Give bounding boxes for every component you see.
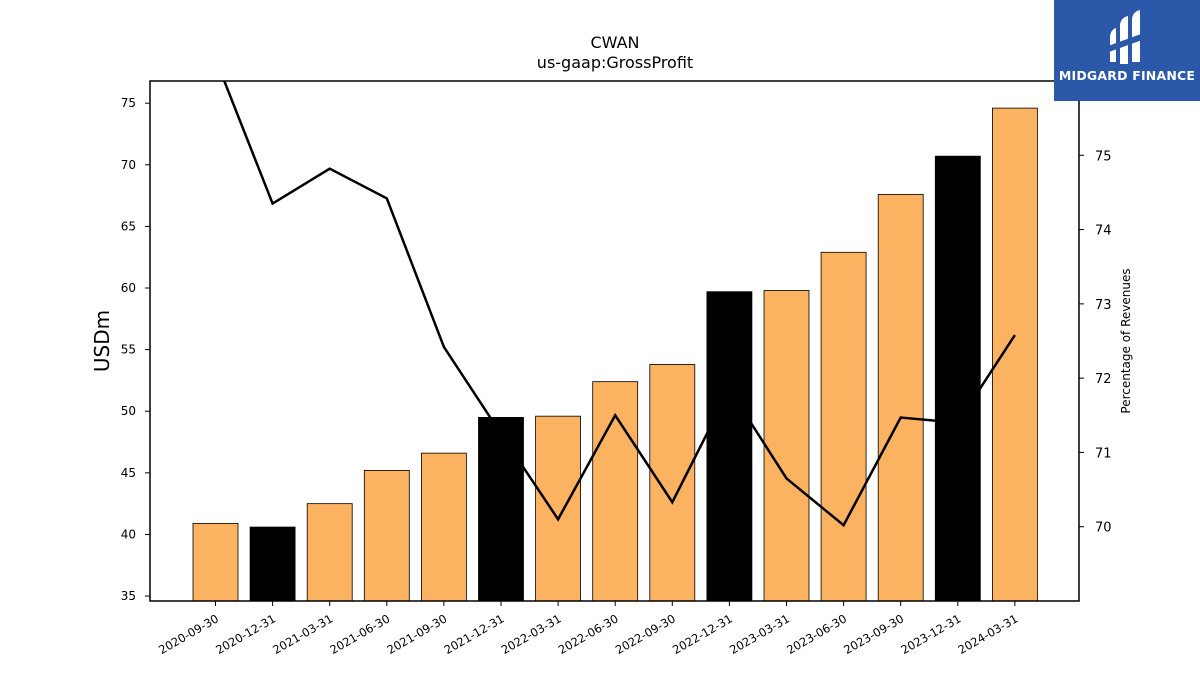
x-tick-label: 2024-03-31	[956, 611, 1021, 657]
x-tick-label: 2021-03-31	[270, 611, 335, 657]
bar-2022-06-30	[592, 381, 639, 602]
bar-2023-06-30	[820, 251, 867, 602]
chart-subtitle: us-gaap:GrossProfit	[537, 53, 693, 72]
y2-tick-label: 71	[1095, 446, 1112, 461]
y2-tick-label: 75	[1095, 149, 1112, 164]
x-tick-label: 2023-03-31	[727, 611, 792, 657]
x-tick-label: 2023-09-30	[841, 611, 906, 657]
y-tick-label: 70	[121, 158, 136, 172]
brand-logo: MIDGARD FINANCE	[1054, 0, 1200, 101]
chart-title: CWAN	[590, 33, 639, 52]
right-y-axis: 70 71 72 73 74 75	[1079, 149, 1112, 536]
y-tick-label: 65	[121, 219, 136, 233]
bar-2021-03-31	[306, 503, 353, 602]
line-series	[222, 81, 1016, 528]
left-y-axis: 35 40 45 50 55 60 65 70 75	[121, 96, 150, 603]
x-tick-label: 2020-09-30	[156, 611, 221, 657]
midgard-logo-icon	[1107, 10, 1143, 64]
y-axis-label: USDm	[90, 310, 114, 372]
y2-tick-label: 73	[1095, 298, 1112, 313]
bar-series	[192, 107, 1038, 602]
x-tick-label: 2022-06-30	[556, 611, 621, 657]
x-tick-label: 2022-12-31	[670, 611, 735, 657]
bar-2023-03-31	[763, 290, 810, 602]
x-tick-label: 2021-12-31	[442, 611, 507, 657]
percentage-line	[222, 81, 1016, 528]
y2-tick-label: 74	[1095, 224, 1112, 239]
x-tick-label: 2022-09-30	[613, 611, 678, 657]
x-tick-label: 2021-06-30	[327, 611, 392, 657]
x-tick-label: 2023-12-31	[898, 611, 963, 657]
bar-2020-12-31	[249, 526, 296, 602]
bar-2020-09-30	[192, 522, 239, 602]
y-tick-label: 75	[121, 96, 136, 110]
bar-2022-09-30	[649, 364, 696, 602]
bar-2022-03-31	[535, 415, 581, 602]
y-tick-label: 55	[121, 343, 136, 357]
y-tick-label: 40	[121, 527, 136, 541]
x-tick-label: 2023-06-30	[784, 611, 849, 657]
y-tick-label: 50	[121, 404, 136, 418]
x-tick-label: 2020-12-31	[213, 611, 278, 657]
y-tick-label: 35	[121, 589, 136, 603]
y-tick-label: 60	[121, 281, 136, 295]
bar-2023-12-31	[934, 155, 981, 602]
bar-2021-06-30	[363, 469, 410, 602]
x-tick-label: 2021-09-30	[385, 611, 450, 657]
y2-tick-label: 72	[1095, 372, 1112, 387]
bar-2021-12-31	[478, 416, 524, 602]
x-tick-label: 2022-03-31	[499, 611, 564, 657]
y-tick-label: 45	[121, 466, 136, 480]
bar-2023-09-30	[877, 193, 924, 602]
bar-2024-03-31	[992, 107, 1038, 602]
bar-2021-09-30	[420, 452, 467, 602]
bar-2022-12-31	[706, 291, 753, 602]
brand-name: MIDGARD FINANCE	[1058, 68, 1196, 83]
x-axis: 2020-09-302020-12-312021-03-312021-06-30…	[156, 601, 1020, 657]
y2-axis-label: Percentage of Revenues	[1119, 268, 1133, 413]
y2-tick-label: 70	[1095, 521, 1112, 536]
plot-frame	[149, 80, 1080, 602]
